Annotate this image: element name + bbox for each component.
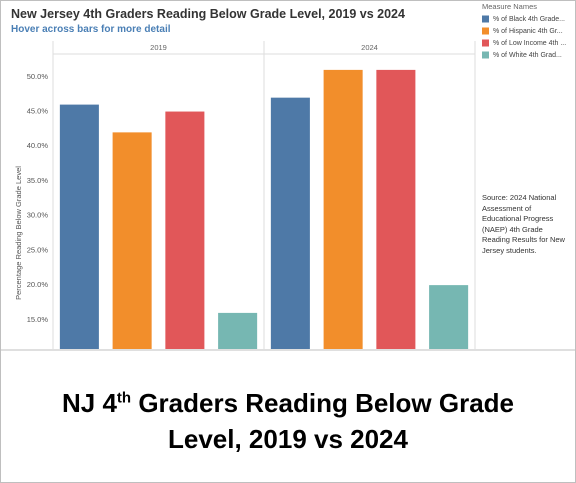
caption: NJ 4th Graders Reading Below Grade Level,… <box>1 385 575 457</box>
chart-title: New Jersey 4th Graders Reading Below Gra… <box>11 7 405 21</box>
bar <box>218 312 258 349</box>
legend-swatch <box>482 15 489 23</box>
legend-swatch <box>482 39 489 47</box>
legend-label: % of White 4th Grad... <box>493 52 562 59</box>
y-axis-title: Percentage Reading Below Grade Level <box>14 166 23 300</box>
bar <box>59 104 99 349</box>
panel-header: 2024 <box>361 43 378 52</box>
legend-label: % of Hispanic 4th Gr... <box>493 28 563 35</box>
caption-sup: th <box>116 389 132 407</box>
bar <box>112 132 152 349</box>
y-tick-label: 40.0% <box>27 141 49 150</box>
panel-header: 2019 <box>150 43 167 52</box>
bar <box>429 285 469 349</box>
legend-label: % of Low Income 4th ... <box>493 40 566 47</box>
caption-line2: Level, 2019 vs 2024 <box>168 424 408 454</box>
y-tick-label: 20.0% <box>27 280 49 289</box>
bar <box>323 69 363 349</box>
y-tick-label: 15.0% <box>27 315 49 324</box>
legend-swatch <box>482 27 489 35</box>
legend-title: Measure Names <box>482 2 537 11</box>
y-tick-label: 50.0% <box>27 72 49 81</box>
legend-label: % of Black 4th Grade... <box>493 16 565 23</box>
caption-rest: Graders Reading Below Grade <box>138 388 514 418</box>
bar <box>270 97 310 349</box>
bar <box>376 69 416 349</box>
chart-subtitle[interactable]: Hover across bars for more detail <box>11 24 171 35</box>
source-note: Source: 2024 National Assessment of Educ… <box>482 193 565 255</box>
y-tick-label: 25.0% <box>27 245 49 254</box>
bar <box>165 111 205 350</box>
caption-lead: NJ 4 <box>62 388 117 418</box>
y-tick-label: 35.0% <box>27 176 49 185</box>
y-tick-label: 30.0% <box>27 211 49 220</box>
y-tick-label: 45.0% <box>27 107 49 116</box>
legend-swatch <box>482 51 489 59</box>
